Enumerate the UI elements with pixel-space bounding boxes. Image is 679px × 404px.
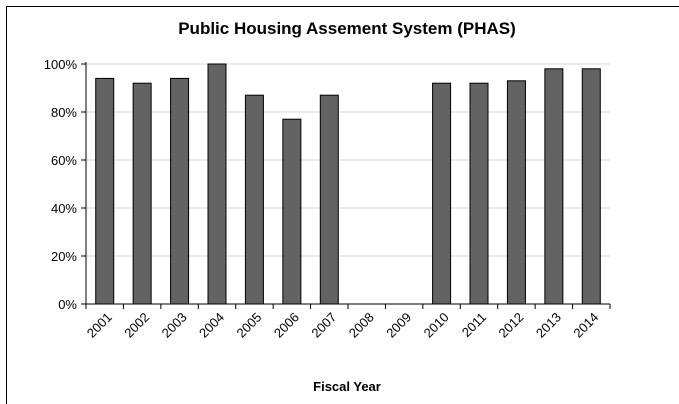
x-tick-label: 2009 (383, 310, 414, 341)
x-tick-label: 2003 (159, 310, 190, 341)
x-tick-label: 2008 (346, 310, 377, 341)
x-tick-label: 2012 (495, 310, 526, 341)
bar-2013 (544, 68, 564, 305)
bar-2002 (132, 82, 152, 305)
x-tick-label: 2002 (121, 310, 152, 341)
chart-title: Public Housing Assement System (PHAS) (178, 19, 516, 38)
x-tick-label: 2010 (421, 310, 452, 341)
y-tick-label: 20% (51, 249, 77, 264)
x-tick-label: 2004 (196, 310, 227, 341)
x-tick-label: 2013 (533, 310, 564, 341)
bar-2006 (282, 118, 302, 305)
axes (81, 62, 611, 309)
x-tick-label: 2006 (271, 310, 302, 341)
bar-2004 (207, 63, 227, 305)
y-tick-label: 40% (51, 201, 77, 216)
x-tick-label: 2014 (570, 310, 601, 341)
bar-2001 (95, 77, 115, 305)
y-tick-label: 60% (51, 153, 77, 168)
x-tick-label: 2001 (84, 310, 115, 341)
bar-2007 (319, 94, 339, 305)
bars (95, 63, 601, 305)
x-axis-label: Fiscal Year (313, 379, 381, 394)
bar-2003 (170, 77, 190, 305)
x-tick-label: 2007 (308, 310, 339, 341)
y-tick-label: 100% (44, 57, 78, 72)
bar-2011 (469, 82, 489, 305)
bar-2012 (506, 80, 526, 305)
x-tick-label: 2011 (459, 310, 489, 340)
chart-frame (6, 6, 679, 404)
bar-2014 (581, 68, 601, 305)
y-tick-label: 80% (51, 105, 77, 120)
bar-2010 (432, 82, 452, 305)
x-tick-labels: 2001 2002 2003 2004 2005 2006 2007 2008 2009 2010… (84, 310, 602, 341)
x-tick-label: 2005 (233, 310, 264, 341)
y-tick-label: 0% (58, 297, 77, 312)
gridlines (86, 63, 610, 257)
y-tick-labels: 0% 20% 40% 60% 80% 100% (44, 57, 78, 312)
bar-2005 (244, 94, 264, 305)
